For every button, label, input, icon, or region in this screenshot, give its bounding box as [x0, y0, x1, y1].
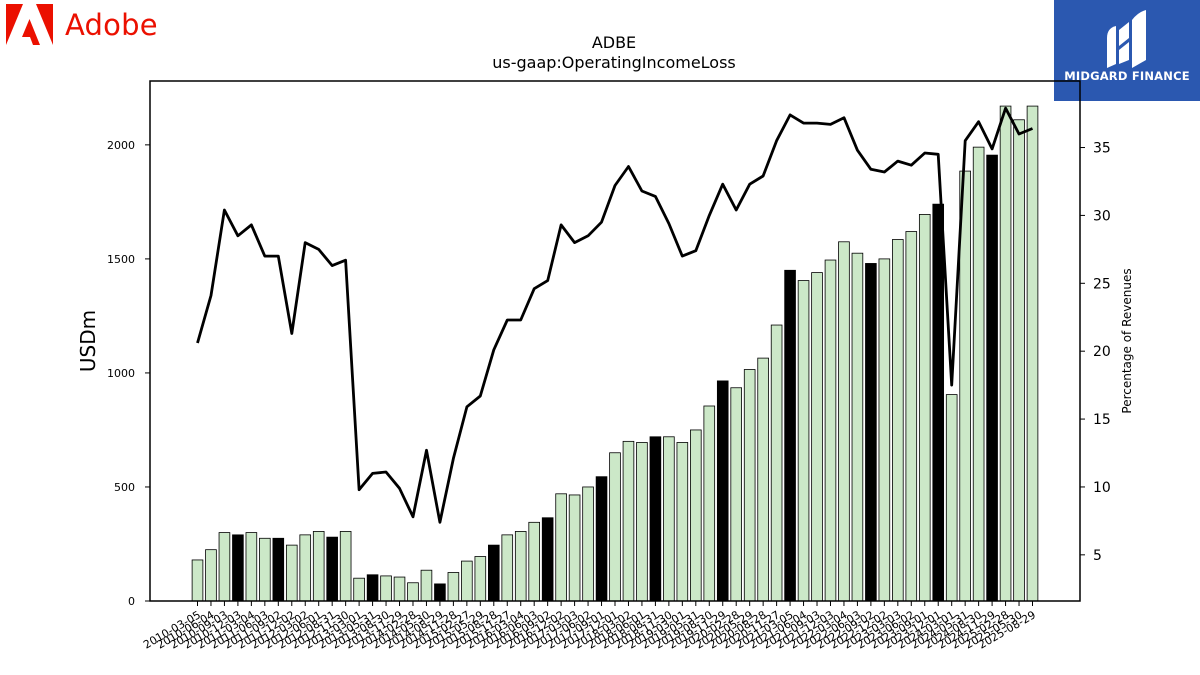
bar-2021-06-04 — [797, 280, 810, 602]
bar-2017-09-01 — [595, 476, 608, 602]
chart-title: ADBE — [592, 33, 636, 52]
bar-2023-09-01 — [918, 214, 931, 602]
adobe-logo: Adobe — [6, 4, 158, 45]
bar-2013-08-30 — [380, 575, 392, 602]
bar-2024-11-29 — [986, 154, 998, 602]
y2-tick-label: 15 — [1093, 412, 1111, 428]
bar-2013-03-01 — [353, 577, 365, 602]
bar-2013-05-31 — [366, 574, 379, 602]
plot-frame — [149, 80, 1081, 602]
bar-2015-08-28 — [488, 544, 500, 602]
y-tick-label: 1500 — [107, 253, 135, 266]
bar-2024-08-30 — [972, 146, 985, 602]
midgard-mark-icon — [1107, 10, 1146, 68]
y2-tick-label: 20 — [1093, 344, 1111, 360]
bar-2014-11-28 — [447, 572, 460, 602]
y2-tick-label: 30 — [1093, 208, 1111, 224]
bar-2016-12-02 — [555, 493, 567, 602]
y-tick-label: 0 — [128, 595, 135, 608]
bar-2016-03-04 — [514, 531, 527, 602]
brand-name: Adobe — [65, 7, 158, 42]
bar-2025-02-28 — [999, 105, 1012, 602]
bar-2023-06-02 — [905, 231, 918, 602]
y-tick-label: 1000 — [107, 367, 135, 380]
adobe-mark-icon — [6, 4, 53, 45]
bar-2019-08-30 — [703, 405, 716, 602]
bar-2014-02-28 — [407, 582, 419, 602]
bar-2018-11-30 — [663, 436, 675, 602]
bar-2017-12-01 — [609, 452, 621, 602]
partner-name: MIDGARD FINANCE — [1064, 69, 1190, 83]
bar-2016-06-03 — [528, 521, 540, 602]
bar-2012-06-01 — [312, 531, 325, 602]
y-axis-label: USDm — [76, 310, 100, 372]
y2-tick-label: 25 — [1093, 276, 1111, 292]
bar-2014-08-29 — [434, 583, 446, 602]
bar-2018-06-01 — [636, 442, 648, 602]
bar-2015-11-27 — [501, 534, 514, 602]
y-tick-label: 500 — [114, 481, 135, 494]
bar-2023-03-03 — [892, 239, 904, 602]
bar-2011-09-02 — [272, 537, 285, 602]
bar-2010-03-05 — [191, 559, 204, 602]
bar-2019-11-29 — [716, 380, 729, 602]
bar-2011-03-04 — [245, 532, 258, 602]
operating-margin-line — [196, 106, 1034, 524]
bar-2017-03-03 — [568, 494, 581, 602]
bar-2022-09-02 — [865, 263, 877, 602]
bar-2021-03-05 — [784, 269, 796, 602]
bar-2019-05-31 — [690, 429, 702, 602]
bar-2020-08-28 — [757, 357, 769, 602]
bar-2021-12-03 — [824, 259, 837, 602]
bar-2011-06-03 — [259, 537, 271, 602]
y-tick-label: 2000 — [107, 139, 135, 152]
bar-2025-08-29 — [1026, 105, 1039, 602]
bar-2015-02-27 — [461, 560, 473, 602]
bar-2020-11-27 — [770, 324, 783, 602]
bar-2014-05-30 — [420, 569, 433, 602]
bar-2024-05-31 — [959, 170, 971, 602]
bar-2023-12-01 — [932, 203, 945, 602]
bar-2015-05-29 — [474, 556, 487, 602]
chart-subtitle: us-gaap:OperatingIncomeLoss — [492, 53, 736, 72]
bar-2018-08-31 — [649, 436, 662, 602]
bar-2020-05-29 — [743, 369, 756, 602]
bar-2010-09-03 — [218, 532, 231, 602]
bar-2012-08-31 — [326, 536, 338, 602]
midgard-finance-logo: MIDGARD FINANCE — [1054, 0, 1200, 101]
bar-2020-02-28 — [730, 387, 742, 602]
bar-2021-09-03 — [811, 272, 823, 602]
bar-2012-03-02 — [299, 534, 312, 602]
bar-2017-06-02 — [582, 486, 594, 602]
bar-2024-03-01 — [945, 394, 958, 602]
bar-2022-06-03 — [851, 252, 864, 602]
bar-2010-06-04 — [205, 549, 217, 602]
y2-tick-label: 10 — [1093, 480, 1111, 496]
y2-axis-label: Percentage of Revenues — [1120, 268, 1134, 413]
bar-2016-09-02 — [541, 517, 554, 602]
bar-2010-12-03 — [232, 534, 244, 602]
bar-2019-03-01 — [676, 442, 689, 602]
y2-tick-label: 5 — [1093, 548, 1102, 564]
bar-2013-11-29 — [393, 576, 406, 602]
bar-2025-05-30 — [1013, 119, 1025, 602]
bar-2022-12-02 — [878, 258, 891, 602]
bar-2018-03-02 — [622, 440, 635, 602]
bar-2012-11-30 — [339, 531, 352, 602]
y2-tick-label: 35 — [1093, 141, 1111, 157]
bar-2022-03-04 — [838, 241, 850, 602]
bar-2011-12-02 — [285, 544, 298, 602]
